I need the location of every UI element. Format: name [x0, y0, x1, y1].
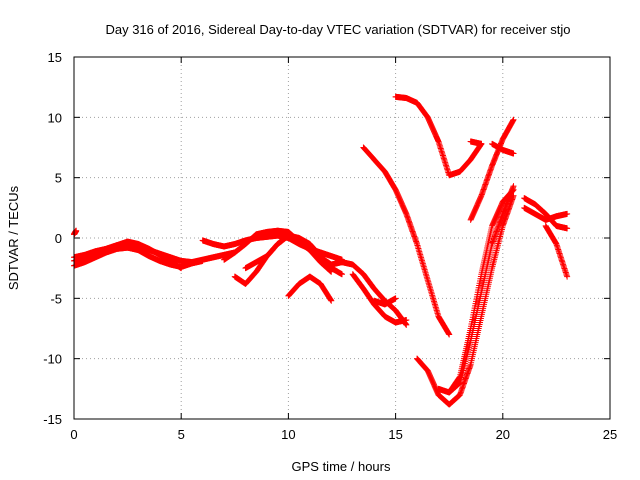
data-point — [339, 271, 345, 278]
plot-frame — [73, 56, 611, 420]
chart-title: Day 316 of 2016, Sidereal Day-to-day VTE… — [105, 22, 570, 37]
data-point — [199, 257, 206, 264]
data-point — [564, 225, 571, 232]
series-arc18 — [467, 138, 485, 147]
data-point — [510, 116, 517, 123]
series-arc19 — [489, 140, 517, 157]
x-tick-label: 0 — [70, 427, 77, 442]
grid-lines — [74, 57, 610, 419]
series-arc12 — [360, 144, 453, 338]
data-point — [403, 317, 410, 324]
series-arc21 — [521, 204, 571, 223]
x-tick-label: 15 — [388, 427, 402, 442]
y-axis-label: SDTVAR / TECUs — [6, 185, 21, 290]
series-arc08 — [242, 232, 345, 278]
y-tick-label: -10 — [43, 352, 62, 367]
data-point — [178, 265, 185, 272]
series-arc13 — [392, 93, 485, 179]
series-arc09 — [285, 273, 335, 304]
y-tick-label: 5 — [55, 171, 62, 186]
x-tick-label: 5 — [178, 427, 185, 442]
series-arc04 — [71, 238, 185, 272]
series-arc15 — [435, 183, 517, 396]
data-points — [71, 93, 571, 408]
series-arc14 — [414, 192, 517, 408]
tick-labels: 0 5 10 15 20 25 -15 -10 -5 0 5 10 15 — [43, 50, 617, 442]
x-tick-label: 25 — [603, 427, 617, 442]
series-arc11 — [371, 295, 399, 308]
data-point — [392, 295, 399, 302]
series-arc16 — [446, 186, 517, 396]
y-tick-label: 10 — [48, 110, 62, 125]
data-point — [446, 331, 453, 338]
data-point — [478, 140, 485, 147]
data-point — [510, 150, 517, 157]
data-point — [510, 186, 517, 193]
y-tick-label: 0 — [55, 231, 62, 246]
y-tick-label: -5 — [50, 291, 62, 306]
y-tick-label: -15 — [43, 412, 62, 427]
series-arc01 — [71, 227, 80, 238]
data-point — [328, 297, 335, 304]
x-tick-label: 10 — [281, 427, 295, 442]
data-point — [564, 210, 571, 217]
y-tick-label: 15 — [48, 50, 62, 65]
x-tick-label: 20 — [496, 427, 510, 442]
x-axis-label: GPS time / hours — [292, 459, 391, 474]
series-arc22 — [542, 222, 571, 280]
data-point — [564, 273, 571, 280]
